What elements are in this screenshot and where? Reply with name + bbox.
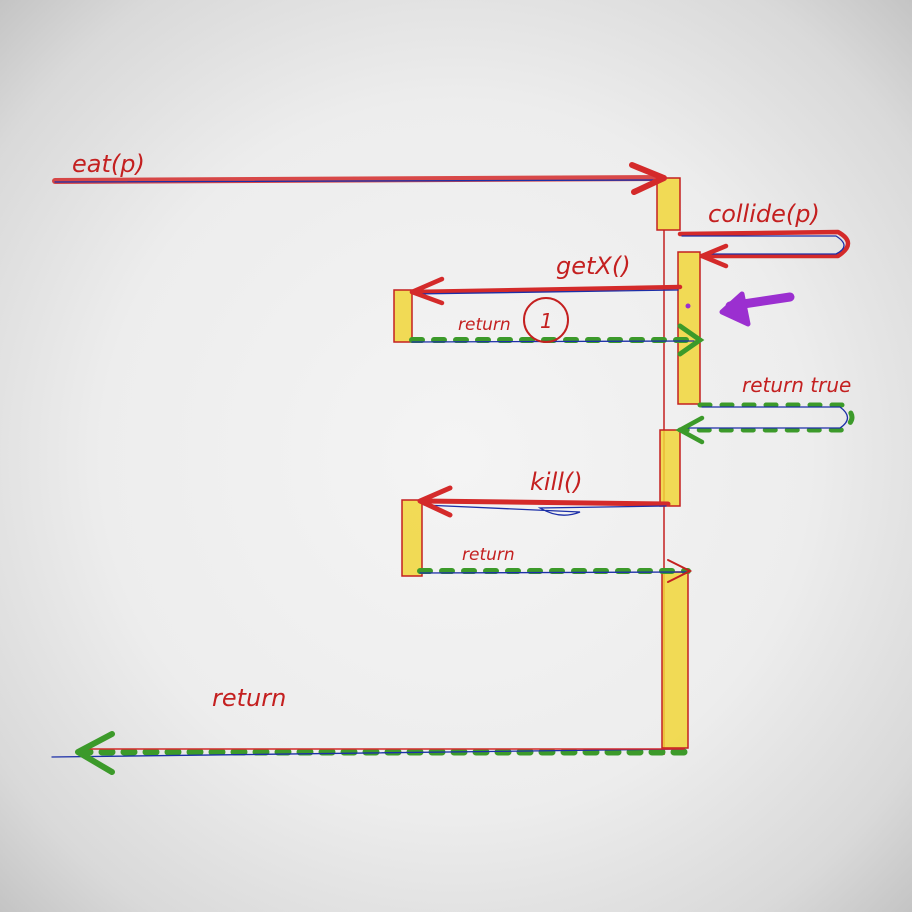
collide-activation bbox=[677, 251, 701, 405]
kill-call-label: kill() bbox=[530, 468, 583, 496]
getx-activation bbox=[393, 289, 413, 343]
eat-return-label: return bbox=[212, 684, 286, 712]
activation-bar-collide bbox=[678, 252, 700, 404]
collide-call-arrow bbox=[677, 229, 851, 269]
collide-return-label: return true bbox=[742, 373, 851, 397]
collide-return-arrow bbox=[675, 402, 855, 445]
eat-call-arrow bbox=[52, 162, 667, 195]
getx-return-value-circle: 1 bbox=[523, 297, 569, 343]
eat-call-label: eat(p) bbox=[72, 150, 145, 178]
activation-bar-eat-bottom bbox=[662, 572, 688, 748]
getx-return-label: return bbox=[458, 315, 511, 335]
getx-return-value: 1 bbox=[540, 309, 553, 333]
activation-bar-eat-top bbox=[657, 178, 680, 230]
collide-call-label: collide(p) bbox=[708, 200, 820, 228]
kill-return-label: return bbox=[462, 545, 515, 565]
getx-call-arrow bbox=[409, 276, 683, 306]
pointer-marker bbox=[685, 291, 795, 327]
activation-bar-eat-mid bbox=[660, 430, 680, 506]
getx-call-label: getX() bbox=[556, 252, 631, 280]
activation-bar-kill bbox=[402, 500, 422, 576]
kill-call-arrow bbox=[417, 485, 671, 518]
kill-return-arrow bbox=[417, 559, 693, 583]
kill-activation bbox=[401, 499, 423, 577]
activation-bar-getx bbox=[394, 290, 412, 342]
main-lifeline bbox=[656, 177, 689, 755]
eat-return-arrow bbox=[51, 731, 688, 775]
